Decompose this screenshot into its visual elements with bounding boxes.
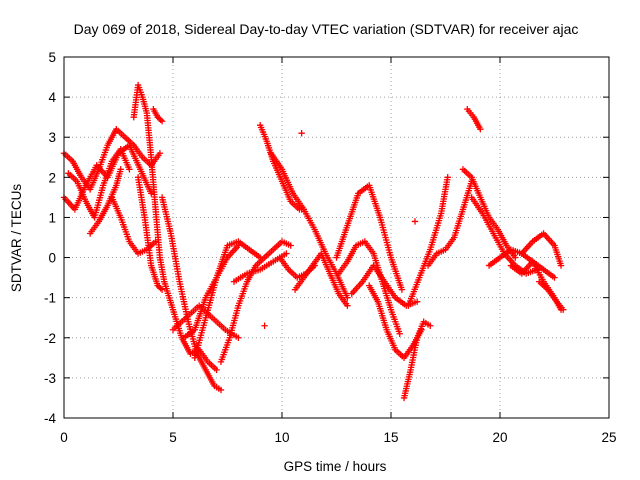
series-arc6	[130, 81, 168, 285]
series-arc7	[134, 174, 166, 293]
x-tick-label: 0	[60, 430, 68, 445]
data-point	[427, 322, 434, 329]
data-point	[217, 386, 225, 394]
data-point	[283, 250, 290, 257]
y-axis-label: SDTVAR / TECUs	[9, 184, 24, 293]
series-arc19	[291, 250, 351, 309]
data-point	[477, 126, 484, 133]
y-tick-label: -4	[44, 411, 56, 426]
series-arc2	[60, 126, 164, 193]
data-point	[235, 334, 242, 341]
series-arc17	[267, 150, 351, 301]
data-point	[444, 174, 451, 181]
series-arc15	[230, 250, 290, 285]
axes: 0 5 10 15 20 25 -4 -3 -2 -1 0 1 2 3 4 5	[44, 50, 617, 445]
data-point	[156, 150, 164, 157]
x-tick-label: 20	[492, 430, 507, 445]
y-tick-label: -1	[44, 291, 56, 306]
data-point	[126, 166, 133, 173]
chart-title: Day 069 of 2018, Sidereal Day-to-day VTE…	[74, 21, 579, 37]
data-point	[557, 262, 565, 269]
data-point	[213, 366, 220, 374]
data-point	[560, 306, 567, 313]
series-arc10	[161, 278, 220, 374]
data-point	[117, 166, 124, 173]
data-point	[512, 254, 519, 261]
series-arc3	[65, 146, 133, 221]
y-tick-label: 3	[48, 130, 56, 145]
series-arc27	[464, 105, 484, 133]
data-point	[398, 286, 406, 293]
data-point	[158, 117, 166, 125]
data-point	[298, 130, 305, 137]
y-tick-label: -3	[44, 371, 56, 386]
data-point	[344, 294, 351, 301]
data-point	[344, 302, 351, 309]
x-tick-label: 15	[383, 430, 398, 445]
data-point	[411, 218, 419, 225]
series-arc20	[333, 182, 406, 293]
data-points	[60, 81, 567, 402]
series-arc28	[459, 166, 519, 261]
series-arc22	[348, 262, 421, 309]
y-tick-label: 4	[48, 90, 56, 105]
x-tick-label: 25	[601, 430, 616, 445]
data-point	[148, 190, 155, 197]
series-arc33	[536, 278, 567, 313]
y-tick-label: -2	[44, 331, 56, 346]
series-arc25	[405, 174, 451, 309]
data-point	[158, 286, 166, 293]
x-tick-label: 10	[274, 430, 289, 445]
series-arc31	[507, 258, 565, 313]
series-arc26	[424, 178, 475, 269]
y-tick-label: 0	[48, 251, 56, 266]
y-tick-label: 5	[48, 50, 56, 65]
data-point	[551, 274, 558, 281]
series-arc32	[518, 230, 565, 269]
y-tick-label: 2	[48, 170, 56, 185]
series-arc24	[400, 318, 434, 402]
data-point	[396, 330, 403, 337]
x-tick-label: 5	[169, 430, 177, 445]
series-arc8	[150, 105, 166, 125]
data-point	[287, 242, 294, 249]
data-point	[261, 322, 268, 329]
data-point	[157, 116, 164, 124]
series-arc13	[191, 238, 264, 362]
series-isolated	[261, 130, 419, 329]
plot-frame	[63, 56, 610, 419]
data-point	[157, 285, 164, 292]
data-point	[413, 298, 421, 305]
y-tick-label: 1	[48, 210, 56, 225]
x-axis-label: GPS time / hours	[284, 459, 387, 474]
series-arc4	[86, 166, 124, 237]
series-arc5	[108, 194, 159, 257]
series-arc30	[485, 246, 558, 281]
